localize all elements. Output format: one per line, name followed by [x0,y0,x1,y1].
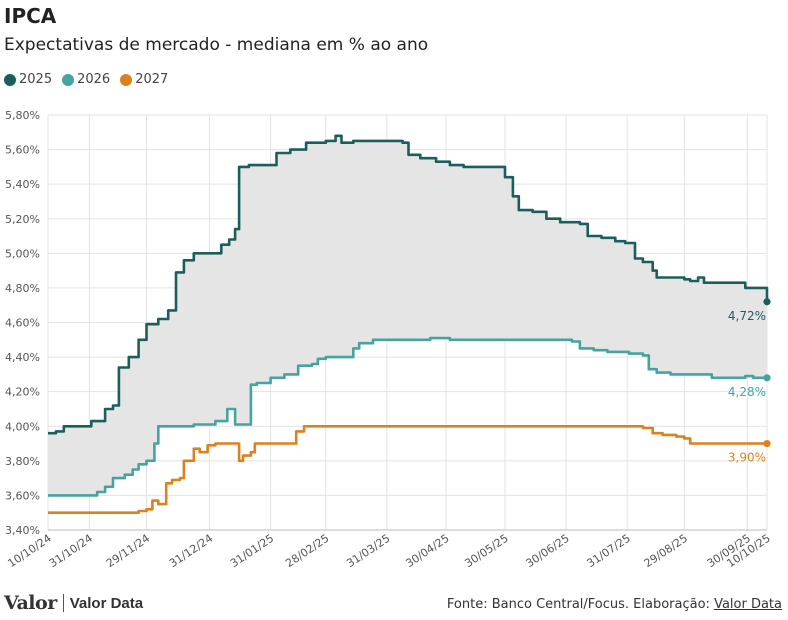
y-tick-label: 4,40% [5,351,40,364]
x-tick-label: 10/10/24 [5,532,53,570]
y-tick-label: 4,20% [5,386,40,399]
end-marker-2027 [763,439,771,448]
logo-divider [62,594,64,612]
x-tick-label: 31/03/25 [344,532,392,570]
x-tick-label: 31/12/24 [167,532,215,570]
x-tick-label: 30/04/25 [403,532,451,570]
legend-item-2026: 2026 [62,72,110,87]
y-tick-label: 3,60% [5,489,40,502]
y-tick-label: 5,60% [5,144,40,157]
end-marker-2025 [763,298,771,306]
series-line-2027 [48,425,767,514]
legend-label-2027: 2027 [135,72,169,87]
band-area-2025-2026 [48,135,767,496]
legend-label-2025: 2025 [19,72,53,87]
y-tick-label: 3,80% [5,455,40,468]
legend-item-2027: 2027 [120,72,168,87]
source-text: Fonte: Banco Central/Focus. Elaboração: [446,597,715,612]
source-link[interactable]: Valor Data [714,597,782,612]
y-tick-label: 5,80% [5,109,40,122]
y-tick-label: 5,00% [5,247,40,260]
chart-title: IPCA [4,4,57,28]
x-tick-label: 31/10/24 [47,532,95,570]
line-chart: 3,40% 3,60% 3,80% 4,00% 4,20% 4,40% 4,60% 4,80%… [5,109,773,570]
x-tick-label: 31/07/25 [585,532,633,570]
legend-marker-2026 [62,73,75,86]
series-line-2025 [48,134,769,435]
end-marker-2026 [763,374,771,382]
x-tick-label: 30/06/25 [524,532,572,570]
valor-data-logo: Valor Valor Data [4,592,143,614]
x-tick-label: 29/11/24 [104,532,152,570]
x-tick-label: 30/05/25 [462,532,510,570]
y-tick-label: 4,60% [5,317,40,330]
legend-item-2025: 2025 [4,72,52,87]
end-label-2025: 4,72% [728,309,766,323]
logo-valor-wordmark: Valor [4,592,57,614]
series-line-2026 [48,336,767,497]
y-tick-label: 4,00% [5,420,40,433]
x-tick-label: 31/01/25 [228,532,276,570]
y-tick-label: 3,40% [5,524,40,537]
y-tick-label: 5,40% [5,178,40,191]
x-tick-label: 28/02/25 [283,532,331,570]
logo-valor-data-wordmark: Valor Data [69,594,144,612]
end-label-2027: 3,90% [728,451,766,465]
end-label-2026: 4,28% [728,385,766,399]
x-tick-label: 29/08/25 [642,532,690,570]
legend-marker-2027 [120,73,133,86]
y-tick-label: 4,80% [5,282,40,295]
source-note: Fonte: Banco Central/Focus. Elaboração: … [447,597,782,612]
chart-subtitle: Expectativas de mercado - mediana em % a… [4,35,429,55]
legend-marker-2025 [4,73,16,86]
legend: 2025 2026 2027 [4,72,168,87]
legend-label-2026: 2026 [77,72,111,87]
y-tick-label: 5,20% [5,213,40,226]
